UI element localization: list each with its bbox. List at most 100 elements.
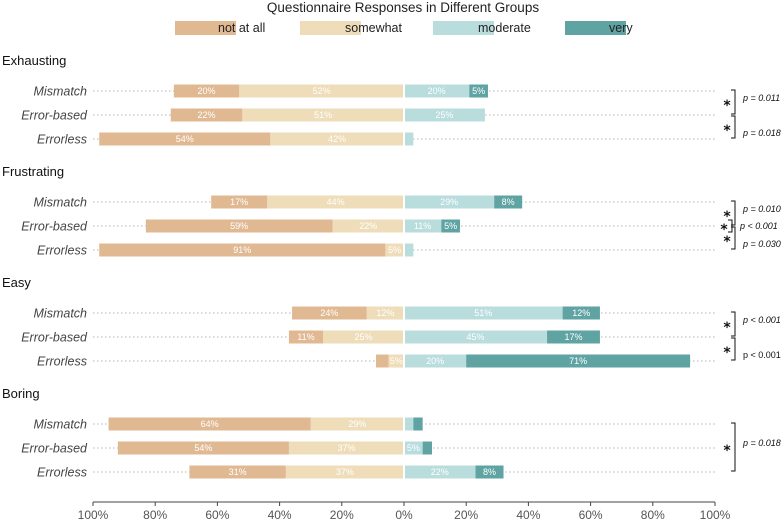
legend-swatch-very [565, 21, 626, 35]
bar-somewhat [288, 441, 404, 455]
data-label: 54% [194, 443, 212, 453]
legend-label-very: very [609, 21, 633, 35]
significance-bracket [731, 422, 736, 472]
group-label: Mismatch [34, 196, 88, 210]
bar-moderate [404, 354, 467, 368]
bar-very [466, 354, 691, 368]
group-label: Errorless [37, 244, 87, 258]
data-label: 54% [176, 134, 194, 144]
bar-very [475, 465, 504, 479]
data-label: 22% [359, 221, 377, 231]
group-label: Error-based [21, 442, 88, 456]
p-value-label: p = 0.030 [742, 239, 781, 249]
bar-not-at-all [189, 465, 286, 479]
data-label: 17% [564, 332, 582, 342]
bar-moderate [404, 306, 563, 320]
bar-not-at-all [288, 330, 324, 344]
group-label: Errorless [37, 355, 87, 369]
row-guides [93, 90, 715, 473]
bar-very [441, 219, 460, 233]
bar-moderate [404, 195, 495, 209]
x-tick-label: 0% [395, 508, 413, 521]
legend-swatch-not-at-all [175, 21, 236, 35]
x-tick-label: 20% [330, 508, 354, 521]
data-label: 20% [426, 356, 444, 366]
labels: Exhausting Mismatch 52% 20% 20% 5% Error-based… [2, 53, 590, 480]
data-label: 5% [390, 356, 403, 366]
bar-somewhat [242, 108, 404, 122]
p-value-label: p < 0.001 [739, 221, 778, 231]
bar-moderate [404, 108, 485, 122]
significance-star: * [723, 345, 731, 361]
bar-somewhat [323, 330, 404, 344]
group-label: Mismatch [34, 418, 88, 432]
data-label: 11% [414, 221, 431, 231]
bar-not-at-all [211, 195, 268, 209]
data-label: 52% [313, 86, 331, 96]
group-label: Error-based [21, 331, 88, 345]
data-label: 44% [327, 197, 345, 207]
data-label: 5% [407, 443, 420, 453]
legend-label-moderate: moderate [478, 21, 531, 35]
x-tick-label: 40% [516, 508, 540, 521]
bar-moderate [404, 219, 442, 233]
p-value-label: p = 0.011 [742, 93, 780, 103]
facet-title: Exhausting [2, 53, 66, 68]
bar-not-at-all [99, 132, 271, 146]
x-tick-label: 100% [700, 508, 731, 521]
data-label: 8% [483, 467, 496, 477]
x-axis: 100% 80% 60% 40% 20% 0% 20% 40% 60% 80% 100% [78, 501, 731, 521]
data-label: 37% [336, 467, 354, 477]
data-label: 42% [328, 134, 346, 144]
p-value-label: p = 0.018 [742, 438, 781, 448]
data-label: 22% [431, 467, 449, 477]
significance-bracket [731, 226, 736, 250]
data-label: 59% [230, 221, 248, 231]
bar-moderate [404, 84, 470, 98]
legend-label-not-at-all: not at all [218, 21, 265, 35]
significance-star: * [723, 320, 731, 336]
bar-not-at-all [108, 417, 311, 431]
bar-not-at-all [99, 243, 386, 257]
data-label: 20% [198, 86, 216, 96]
legend-swatch-moderate [433, 21, 494, 35]
significance-star: * [723, 98, 731, 114]
bar-somewhat [388, 354, 404, 368]
data-label: 11% [297, 332, 314, 342]
data-label: 25% [355, 332, 373, 342]
bar-very [547, 330, 600, 344]
bar-moderate [404, 132, 414, 146]
data-label: 17% [230, 197, 248, 207]
bar-moderate [404, 417, 414, 431]
significance-star: * [723, 234, 731, 250]
bar-not-at-all [117, 441, 289, 455]
significance-bracket [731, 337, 736, 361]
bar-moderate [404, 465, 476, 479]
bar-not-at-all [292, 306, 367, 320]
group-label: Errorless [37, 133, 87, 147]
bar-somewhat [385, 243, 404, 257]
p-value-label: p = 0.010 [742, 204, 781, 214]
facet-title: Easy [2, 275, 31, 290]
bar-moderate [404, 243, 414, 257]
legend-swatch-somewhat [300, 21, 361, 35]
significance-bracket [731, 311, 736, 337]
bar-very [494, 195, 523, 209]
significance-bracket [728, 219, 733, 233]
facet-title: Frustrating [2, 164, 64, 179]
bar-not-at-all [170, 108, 243, 122]
data-label: 71% [569, 356, 587, 366]
significance-bracket [731, 89, 736, 115]
bar-not-at-all [376, 354, 389, 368]
data-label: 91% [233, 245, 251, 255]
x-tick-label: 60% [205, 508, 229, 521]
data-label: 31% [229, 467, 247, 477]
significance-bracket [731, 200, 736, 226]
data-label: 24% [320, 308, 338, 318]
p-value-label: p < 0.001 [742, 315, 781, 325]
significance-star: * [720, 222, 728, 238]
x-tick-label: 20% [454, 508, 478, 521]
bar-moderate [404, 441, 423, 455]
data-label: 12% [376, 308, 394, 318]
